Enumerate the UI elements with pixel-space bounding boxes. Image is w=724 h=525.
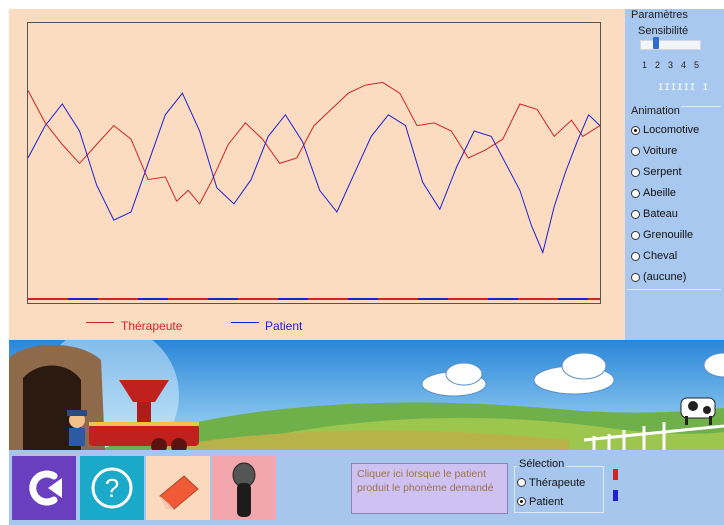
- parameters-title: Paramètres: [631, 9, 688, 21]
- sensitivity-label: Sensibilité: [638, 25, 689, 37]
- cloud-icon: [421, 362, 487, 397]
- animation-option-label: (aucune): [643, 271, 687, 283]
- patient-legend-swatch: [231, 322, 259, 323]
- bottom-toolbar: ? Cliquer ici lorsque le patient produit…: [9, 450, 724, 525]
- animation-option-label: Locomotive: [643, 124, 700, 136]
- therapist-color-swatch: [613, 469, 618, 480]
- radio-icon: [517, 478, 526, 487]
- selection-therapist-label: Thérapeute: [529, 476, 586, 489]
- animation-title: Animation: [631, 105, 680, 117]
- animation-option[interactable]: Voiture: [631, 143, 677, 159]
- fine-ticks-icon: IIIII: [658, 83, 691, 93]
- patient-series-line: [28, 92, 600, 255]
- divider: [681, 106, 721, 107]
- microphone-icon: [232, 462, 256, 517]
- sensitivity-tick-1: 1: [642, 60, 648, 70]
- animation-option[interactable]: Cheval: [631, 248, 677, 264]
- help-button[interactable]: ?: [80, 456, 144, 520]
- restart-icon: [29, 470, 62, 506]
- sensitivity-tick-4: 4: [681, 60, 687, 70]
- animation-option-label: Voiture: [643, 145, 678, 157]
- animation-option-label: Grenouille: [643, 229, 694, 241]
- parameters-panel: Paramètres Sensibilité 1 2 3 4 5 IIIII I…: [625, 9, 724, 340]
- scene-illustration: [9, 340, 724, 450]
- animation-option-label: Serpent: [643, 166, 682, 178]
- radio-icon: [631, 209, 640, 219]
- phoneme-produced-button[interactable]: Cliquer ici lorsque le patient produit l…: [351, 463, 508, 514]
- sensitivity-tick-2: 2: [655, 60, 661, 70]
- coarse-ticks-icon: I I I: [677, 83, 710, 93]
- animation-option[interactable]: Grenouille: [631, 227, 693, 243]
- cow-icon: [680, 397, 716, 425]
- pitch-chart: [28, 81, 600, 300]
- radio-icon: [631, 272, 640, 282]
- sensitivity-tick-5: 5: [694, 60, 700, 70]
- chart-legend: Thérapeute Patient: [9, 314, 625, 338]
- fence: [583, 422, 724, 450]
- animation-option[interactable]: Abeille: [631, 185, 676, 201]
- therapist-legend-swatch: [86, 322, 114, 323]
- eraser-icon: [159, 475, 199, 510]
- radio-icon: [631, 230, 640, 240]
- selection-patient-label: Patient: [529, 495, 564, 508]
- sensitivity-slider[interactable]: [640, 40, 701, 50]
- animation-option[interactable]: Bateau: [631, 206, 678, 222]
- animation-option[interactable]: Locomotive: [631, 122, 699, 138]
- restart-button[interactable]: [12, 456, 76, 520]
- chart-panel: Thérapeute Patient: [9, 9, 625, 340]
- radio-icon: [631, 188, 640, 198]
- eraser-button[interactable]: [146, 456, 210, 520]
- therapist-legend-label: Thérapeute: [121, 319, 183, 333]
- sensitivity-slider-thumb[interactable]: [653, 37, 659, 49]
- radio-icon: [631, 167, 640, 177]
- driver-icon: [67, 410, 87, 446]
- divider: [627, 289, 721, 290]
- selection-therapist-radio[interactable]: Thérapeute: [517, 475, 585, 490]
- help-icon: ?: [91, 467, 133, 509]
- animation-option[interactable]: (aucune): [631, 269, 686, 285]
- microphone-button[interactable]: [212, 456, 276, 520]
- cloud-icon: [703, 352, 724, 378]
- animation-scene: [9, 340, 724, 450]
- sensitivity-tick-3: 3: [668, 60, 674, 70]
- radio-icon: [631, 251, 640, 261]
- patient-legend-label: Patient: [265, 319, 303, 333]
- animation-option-label: Abeille: [643, 187, 677, 199]
- radio-icon: [631, 125, 640, 135]
- prompt-text: Cliquer ici lorsque le patient produit l…: [357, 468, 494, 494]
- locomotive-icon: [89, 380, 199, 450]
- radio-icon: [517, 497, 526, 506]
- selection-patient-radio[interactable]: Patient: [517, 494, 563, 509]
- svg-text:?: ?: [105, 473, 119, 503]
- patient-color-swatch: [613, 490, 618, 501]
- animation-option[interactable]: Serpent: [631, 164, 682, 180]
- animation-option-label: Cheval: [643, 250, 678, 262]
- animation-option-label: Bateau: [643, 208, 678, 220]
- selection-title: Sélection: [517, 458, 567, 470]
- cloud-icon: [533, 352, 615, 395]
- radio-icon: [631, 146, 640, 156]
- plot-area: [27, 22, 601, 304]
- therapist-series-line: [28, 81, 600, 205]
